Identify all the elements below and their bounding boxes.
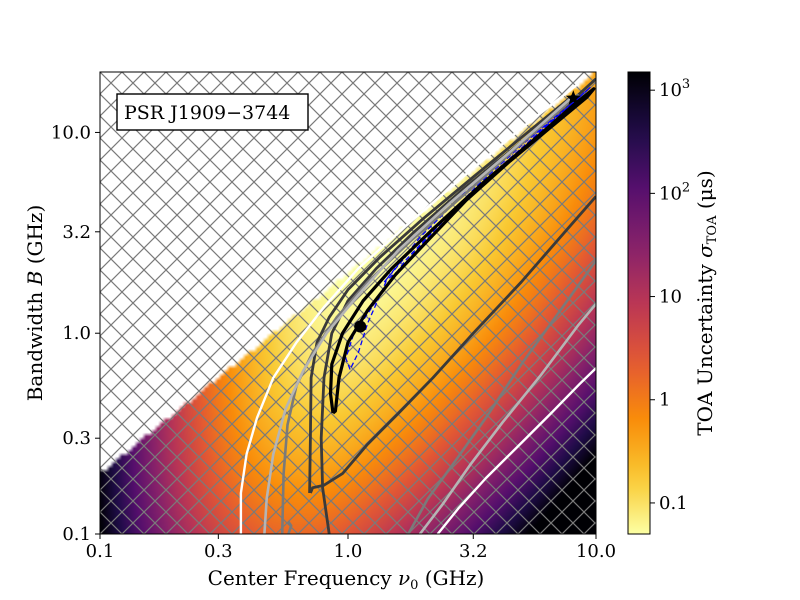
colorbar-gradient bbox=[627, 71, 651, 535]
colorbar-tick-label-3: 102 bbox=[659, 180, 690, 204]
x-axis: 0.1 0.3 1.0 3.2 10.0 bbox=[86, 534, 616, 562]
y-tick-label-3: 3.2 bbox=[62, 222, 91, 243]
colorbar-tick-label-1: 1 bbox=[659, 390, 670, 411]
y-tick-label-0: 0.1 bbox=[62, 524, 91, 545]
contour-line-10 bbox=[418, 303, 596, 534]
contour-line-8 bbox=[407, 259, 596, 534]
y-axis: 0.1 0.3 1.0 3.2 10.0 bbox=[51, 122, 100, 545]
contour-line-9 bbox=[263, 96, 573, 534]
x-axis-label: Center Frequency ν0 (GHz) bbox=[208, 566, 485, 593]
y-tick-label-2: 1.0 bbox=[62, 323, 91, 344]
contour-line-12 bbox=[436, 367, 596, 534]
x-tick-label-1: 0.3 bbox=[204, 541, 233, 562]
colorbar-ticks: 0.1 1 10 102 103 bbox=[650, 77, 690, 514]
x-tick-label-0: 0.1 bbox=[86, 541, 115, 562]
optimal-point-marker bbox=[354, 320, 367, 333]
y-tick-label-1: 0.3 bbox=[62, 428, 91, 449]
colorbar-label: TOA Uncertainty σTOA (μs) bbox=[693, 170, 720, 435]
x-tick-label-2: 1.0 bbox=[334, 541, 363, 562]
x-tick-label-4: 10.0 bbox=[576, 541, 616, 562]
contour-line-0 bbox=[345, 86, 592, 370]
colorbar-tick-label-2: 10 bbox=[659, 287, 682, 308]
contour-line-4 bbox=[309, 195, 596, 494]
contour-line-1 bbox=[383, 96, 581, 283]
contour-line-11 bbox=[239, 82, 580, 534]
colorbar-tick-label-0: 0.1 bbox=[659, 493, 688, 514]
colorbar: 0.1 1 10 102 103 TOA Uncertainty σTOA (μs) bbox=[627, 71, 720, 535]
pulsar-annotation: PSR J1909−3744 bbox=[116, 93, 309, 131]
contour-line-6 bbox=[287, 521, 293, 534]
colorbar-tick-label-4: 103 bbox=[659, 77, 690, 101]
contour-lines bbox=[239, 77, 596, 534]
pulsar-name: PSR J1909−3744 bbox=[124, 102, 290, 124]
contour-line-7 bbox=[280, 93, 580, 534]
star-marker bbox=[565, 90, 581, 105]
y-tick-label-4: 10.0 bbox=[51, 122, 91, 143]
contour-line-5 bbox=[308, 93, 576, 494]
plot-area bbox=[100, 72, 596, 534]
x-tick-label-3: 3.2 bbox=[459, 541, 488, 562]
y-axis-label: Bandwidth B (GHz) bbox=[23, 205, 47, 402]
